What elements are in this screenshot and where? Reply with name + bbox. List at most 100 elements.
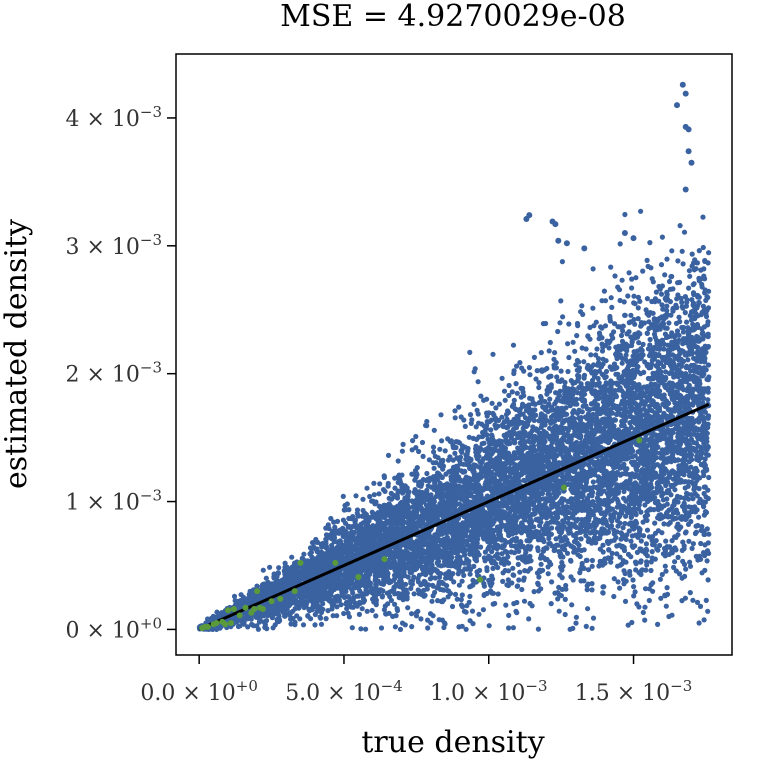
data-point (612, 273, 618, 279)
data-point (511, 397, 517, 403)
data-point (517, 508, 523, 514)
data-point (555, 596, 561, 602)
data-point (452, 415, 458, 421)
data-point (419, 439, 426, 446)
data-point (464, 451, 470, 457)
data-point (587, 324, 593, 330)
data-point (619, 360, 625, 366)
data-point (527, 600, 533, 607)
data-point (459, 578, 465, 584)
data-point (378, 625, 385, 631)
data-point (429, 598, 435, 604)
data-point (647, 240, 653, 246)
data-point (660, 306, 666, 312)
data-point (343, 507, 349, 513)
data-point (595, 478, 601, 484)
data-point (413, 433, 419, 440)
data-point (679, 598, 685, 604)
data-point (655, 499, 661, 505)
data-point (373, 613, 379, 619)
data-point (647, 342, 653, 348)
data-point (536, 574, 542, 580)
data-point (684, 490, 690, 496)
data-point (654, 462, 661, 468)
data-point (553, 536, 559, 542)
data-point (671, 564, 677, 571)
data-point (562, 611, 568, 618)
data-point (544, 391, 550, 397)
data-point (358, 626, 364, 632)
data-point (700, 390, 706, 396)
data-point (535, 626, 542, 632)
data-point (623, 536, 629, 543)
data-point (515, 561, 521, 568)
data-point (526, 365, 533, 371)
data-point (585, 366, 592, 372)
data-point (565, 368, 571, 375)
data-point (625, 293, 631, 299)
data-point (461, 572, 467, 579)
data-point (430, 593, 436, 599)
data-point (590, 479, 596, 485)
data-point (371, 480, 377, 486)
data-point (344, 606, 350, 612)
data-point (589, 557, 596, 564)
data-point (344, 501, 350, 507)
data-point (638, 371, 644, 377)
data-point (578, 536, 584, 542)
data-point (376, 491, 382, 497)
data-point (575, 323, 581, 329)
data-point (409, 624, 415, 630)
data-point (531, 417, 537, 423)
data-point (682, 310, 688, 316)
data-point (644, 562, 650, 568)
data-point (506, 625, 512, 631)
data-point (705, 305, 712, 311)
data-point (574, 367, 580, 373)
data-point (590, 615, 597, 621)
data-point (430, 613, 436, 619)
data-point (559, 586, 565, 593)
data-point (490, 410, 496, 416)
data-point (706, 531, 712, 537)
data-point (609, 304, 615, 310)
data-point (652, 299, 658, 305)
data-point (501, 419, 507, 425)
data-point (608, 264, 614, 270)
data-point (617, 241, 623, 247)
data-point (353, 493, 359, 499)
data-point (572, 348, 578, 354)
data-point (502, 397, 508, 403)
data-point (260, 567, 266, 573)
data-point (668, 274, 674, 280)
data-point (510, 342, 517, 348)
data-point (680, 341, 686, 347)
data-point (684, 319, 690, 325)
data-point (360, 507, 366, 514)
data-point (628, 424, 634, 430)
data-point (437, 446, 443, 452)
data-point (563, 586, 569, 592)
data-point (488, 427, 494, 433)
data-point (626, 528, 632, 534)
data-point (600, 584, 606, 590)
data-point (623, 498, 629, 504)
data-point (555, 328, 561, 335)
data-point (644, 257, 650, 263)
data-point (558, 298, 564, 304)
data-point (544, 365, 550, 372)
data-point (538, 350, 544, 356)
data-point (642, 586, 649, 592)
data-point (431, 449, 437, 455)
data-point (626, 329, 632, 335)
data-point (556, 608, 562, 614)
data-point (392, 485, 398, 491)
data-point (548, 601, 554, 607)
data-point (657, 388, 663, 394)
data-point (705, 577, 711, 583)
data-point (481, 583, 487, 589)
data-point (376, 503, 382, 509)
data-point (479, 441, 485, 447)
data-point (577, 570, 583, 576)
data-point (609, 550, 615, 557)
